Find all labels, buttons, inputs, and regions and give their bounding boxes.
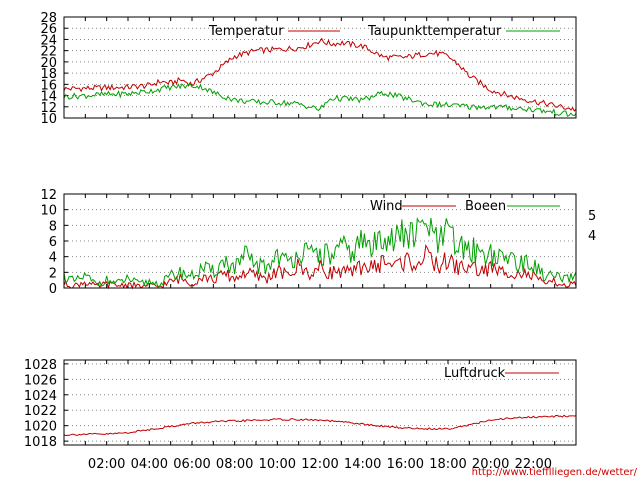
temperature-legend-label: Temperatur — [208, 24, 284, 39]
wind-y-tick-label: 0 — [49, 282, 57, 297]
x-tick-label: 10:00 — [259, 457, 296, 472]
wind-y-tick-label: 6 — [49, 235, 57, 250]
pressure-y-tick-label: 1022 — [24, 404, 57, 419]
temperature-frame — [63, 16, 577, 119]
temperature-series-temperatur — [63, 37, 577, 112]
x-tick-label: 06:00 — [173, 457, 210, 472]
pressure-legend-label: Luftdruck — [444, 366, 506, 381]
x-tick-label: 12:00 — [301, 457, 338, 472]
wind-y-tick-label: 10 — [40, 204, 57, 219]
wind-legend-label: Wind — [370, 199, 403, 214]
temperature-y-tick-label: 20 — [40, 56, 57, 71]
x-tick-label: 14:00 — [344, 457, 381, 472]
x-tick-label: 22:00 — [515, 457, 552, 472]
temperature-y-tick-label: 10 — [40, 112, 57, 127]
temperature-y-tick-label: 22 — [40, 45, 57, 60]
wind-right-label: 5 — [588, 209, 596, 224]
x-tick-label: 02:00 — [88, 457, 125, 472]
wind-y-tick-label: 8 — [49, 219, 57, 234]
pressure-y-tick-label: 1024 — [24, 389, 57, 404]
pressure-y-tick-label: 1018 — [24, 435, 57, 450]
x-tick-label: 08:00 — [216, 457, 253, 472]
credit-link[interactable]: http://www.tiefflliegen.de/wetter/ — [472, 467, 638, 478]
temperature-y-tick-label: 16 — [40, 78, 57, 93]
temperature-y-tick-label: 12 — [40, 101, 57, 116]
wind-legend-label: Boeen — [465, 199, 506, 214]
pressure-y-tick-label: 1020 — [24, 420, 57, 435]
wind-series-boeen — [63, 216, 577, 288]
pressure-series-luftdruck — [63, 414, 577, 437]
wind-y-tick-label: 4 — [49, 251, 57, 266]
wind-series-wind — [63, 244, 577, 290]
pressure-frame — [63, 359, 577, 446]
pressure-y-tick-label: 1026 — [24, 373, 57, 388]
wind-y-tick-label: 12 — [40, 188, 57, 203]
x-tick-label: 18:00 — [429, 457, 466, 472]
temperature-y-tick-label: 26 — [40, 22, 57, 37]
temperature-y-tick-label: 28 — [40, 11, 57, 26]
wind-frame — [63, 193, 577, 289]
temperature-y-tick-label: 18 — [40, 67, 57, 82]
temperature-y-tick-label: 14 — [40, 90, 57, 105]
wind-y-tick-label: 2 — [49, 266, 57, 281]
x-tick-label: 04:00 — [131, 457, 168, 472]
x-tick-label: 16:00 — [387, 457, 424, 472]
temperature-legend-label: Taupunkttemperatur — [367, 24, 502, 39]
x-tick-label: 20:00 — [472, 457, 509, 472]
temperature-series-taupunkttemperatur — [63, 83, 577, 118]
pressure-y-tick-label: 1028 — [24, 358, 57, 373]
temperature-y-tick-label: 24 — [40, 33, 57, 48]
time-axis: 02:00 04:00 06:00 08:00 10:00 12:00 14:00 16:00… — [88, 457, 552, 472]
wind-right-label: 4 — [588, 229, 596, 244]
